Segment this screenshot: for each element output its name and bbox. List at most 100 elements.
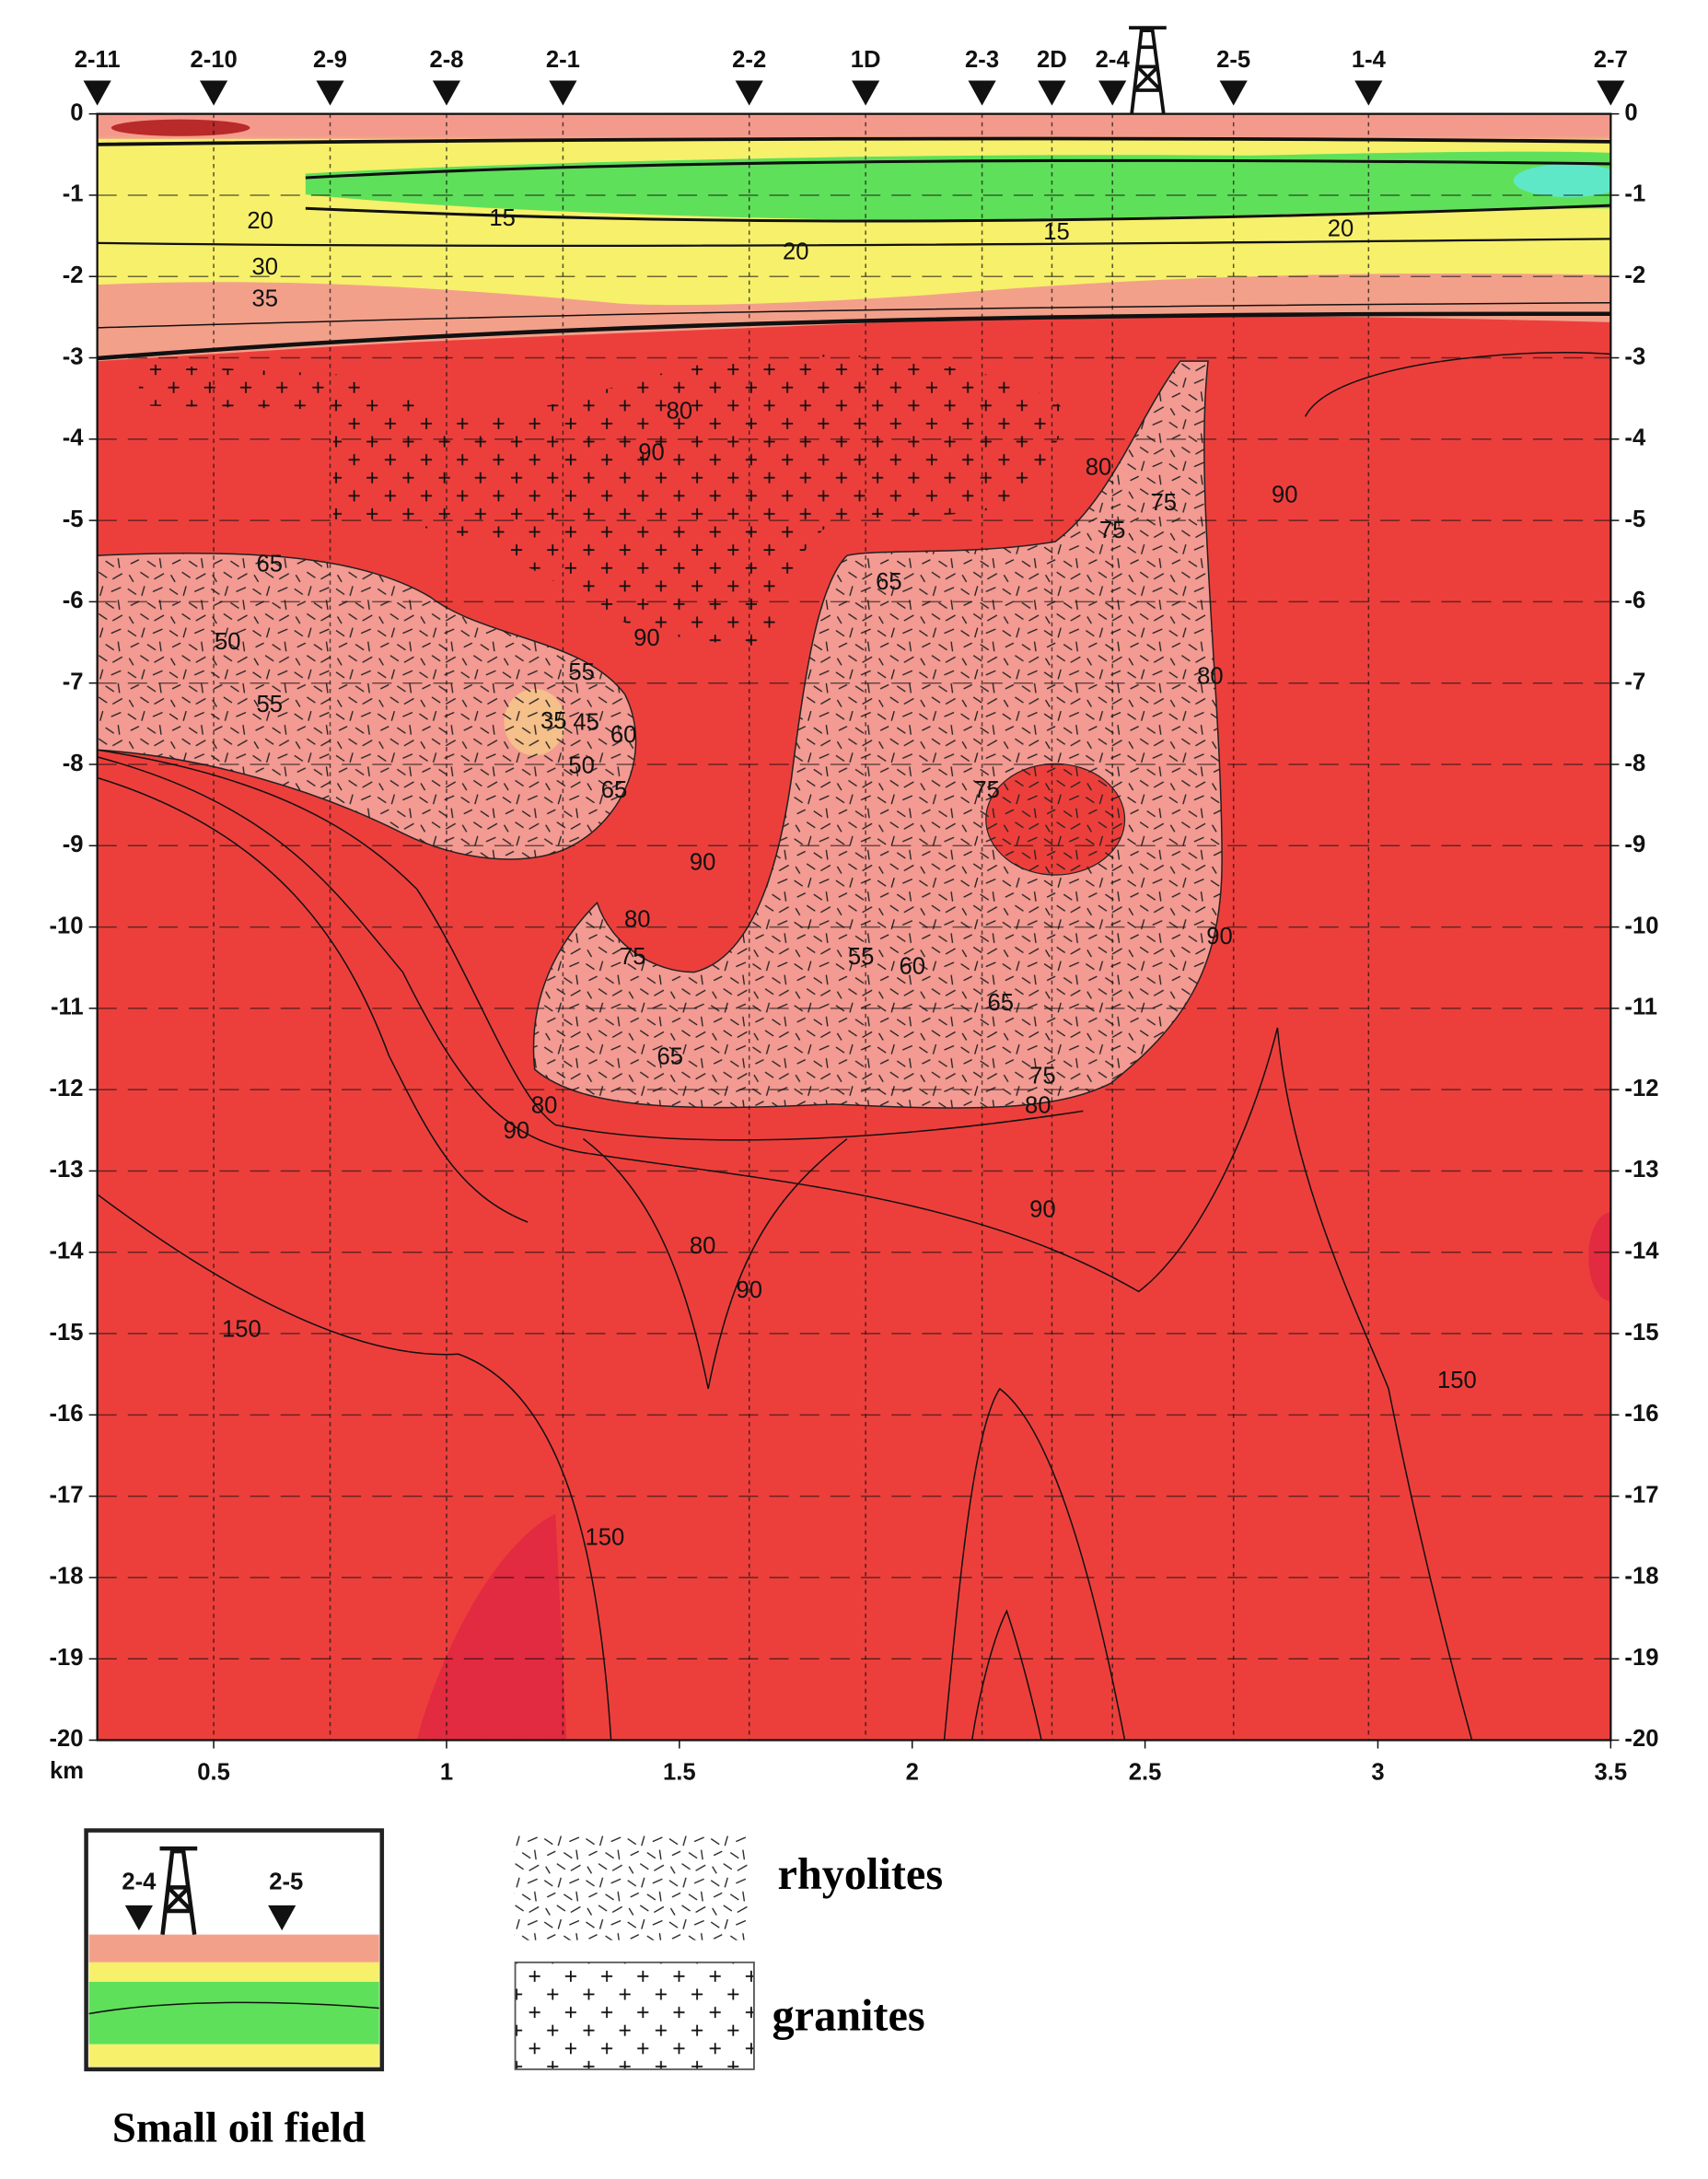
y-axis-label: km [50,1758,84,1784]
contour-label: 90 [1029,1196,1056,1222]
contour-label: 90 [736,1277,762,1303]
contour-label: 15 [489,205,516,231]
well-marker [852,80,880,106]
well-marker [1038,80,1066,106]
y-tick-label: -6 [1624,588,1645,613]
y-tick-label: -8 [63,751,84,776]
rhyolite-texture [97,553,636,860]
x-tick-label: 1.5 [663,1759,696,1785]
contour-label: 35 [540,708,567,734]
contour-label: 150 [586,1524,625,1550]
y-tick-label: -5 [1624,507,1645,532]
contour-label: 80 [690,1233,716,1259]
y-tick-label: -11 [51,995,84,1020]
x-tick-label: 2.5 [1129,1759,1162,1785]
contour-label: 75 [620,944,646,970]
contour-label: 150 [222,1316,261,1342]
well-marker [1219,80,1248,106]
contour-label: 20 [1328,216,1354,242]
y-tick-label: -9 [63,832,84,857]
well-label: 1D [851,47,881,73]
y-tick-label: -7 [63,669,84,694]
well-label: 2-8 [429,47,463,73]
contour-label: 75 [973,777,1000,803]
contour-label: 90 [504,1118,530,1144]
contour-label: 150 [1437,1368,1477,1393]
y-tick-label: -15 [50,1320,84,1346]
well-label: 2-4 [1096,47,1131,73]
inset-layer [88,1962,379,1982]
y-tick-label: -17 [1624,1482,1658,1508]
y-tick-label: -18 [50,1564,84,1590]
inset-well-label: 2-5 [269,1870,303,1895]
y-tick-label: -5 [63,507,84,532]
x-tick-label: 3.5 [1595,1759,1628,1785]
y-tick-label: 0 [70,99,83,125]
inset-well-label: 2-4 [122,1870,157,1895]
contour-label: 20 [247,208,273,234]
y-tick-label: -4 [1624,425,1646,451]
y-tick-label: -4 [63,425,85,451]
contour-label: 30 [251,254,278,280]
inset-well-marker [124,1905,153,1931]
x-tick-label: 1 [440,1759,453,1785]
y-tick-label: -3 [63,344,84,369]
granite-texture [333,354,1070,647]
y-tick-label: -19 [50,1645,84,1671]
y-tick-label: -16 [50,1401,84,1427]
inset: 2-4 2-5 Small oil field [84,1828,385,2151]
x-tick-label: 3 [1371,1759,1384,1785]
contour-label: 60 [899,953,925,979]
y-tick-label: -17 [50,1482,84,1508]
legend-swatch [514,1961,755,2070]
contour-label: 90 [690,849,716,875]
well-label: 2-3 [965,47,999,73]
well-label: 2-10 [190,47,237,73]
well-marker [432,80,461,106]
well-label: 1-4 [1352,47,1387,73]
derrick-icon [1129,26,1167,114]
inset-layer [88,2044,379,2067]
contour-label: 65 [876,569,902,595]
contour-label: 80 [1197,663,1224,689]
x-tick-label: 2 [906,1759,919,1785]
y-tick-label: -8 [1624,751,1645,776]
well-marker [735,80,763,106]
well-label: 2-1 [546,47,580,73]
contour-label: 55 [568,659,595,685]
inset-derrick [159,1846,198,1935]
y-tick-label: -1 [1624,181,1645,207]
contour-label: 65 [257,551,284,577]
y-tick-label: -2 [63,262,84,288]
contour-label: 80 [1025,1092,1052,1118]
y-tick-label: -13 [1624,1157,1658,1183]
y-tick-label: -14 [1624,1238,1659,1264]
y-tick-label: -2 [1624,262,1645,288]
well-label: 2-2 [732,47,766,73]
contour-label: 80 [1086,454,1112,480]
contour-label: 80 [624,906,651,932]
well-marker [316,80,344,106]
y-tick-label: -14 [50,1238,85,1264]
green-layer [305,151,1611,220]
green-layer-core [1513,163,1611,198]
inset-well-marker [268,1905,296,1931]
well-marker [549,80,577,106]
y-tick-label: -6 [63,588,84,613]
contour-label: 75 [1029,1064,1056,1090]
inset-title: Small oil field [112,2103,366,2151]
y-tick-label: -10 [1624,913,1658,938]
y-tick-label: -11 [1624,995,1657,1020]
contour-label: 20 [783,239,809,264]
well-label: 2D [1037,47,1067,73]
well-marker [1354,80,1383,106]
y-tick-label: -20 [1624,1726,1658,1752]
contour-label: 60 [610,722,637,748]
y-tick-label: -9 [1624,832,1645,857]
deep-zone [416,1513,567,1741]
contour-label: 65 [656,1043,683,1069]
contour-label: 65 [988,990,1015,1016]
inset-contour [88,2001,379,2015]
